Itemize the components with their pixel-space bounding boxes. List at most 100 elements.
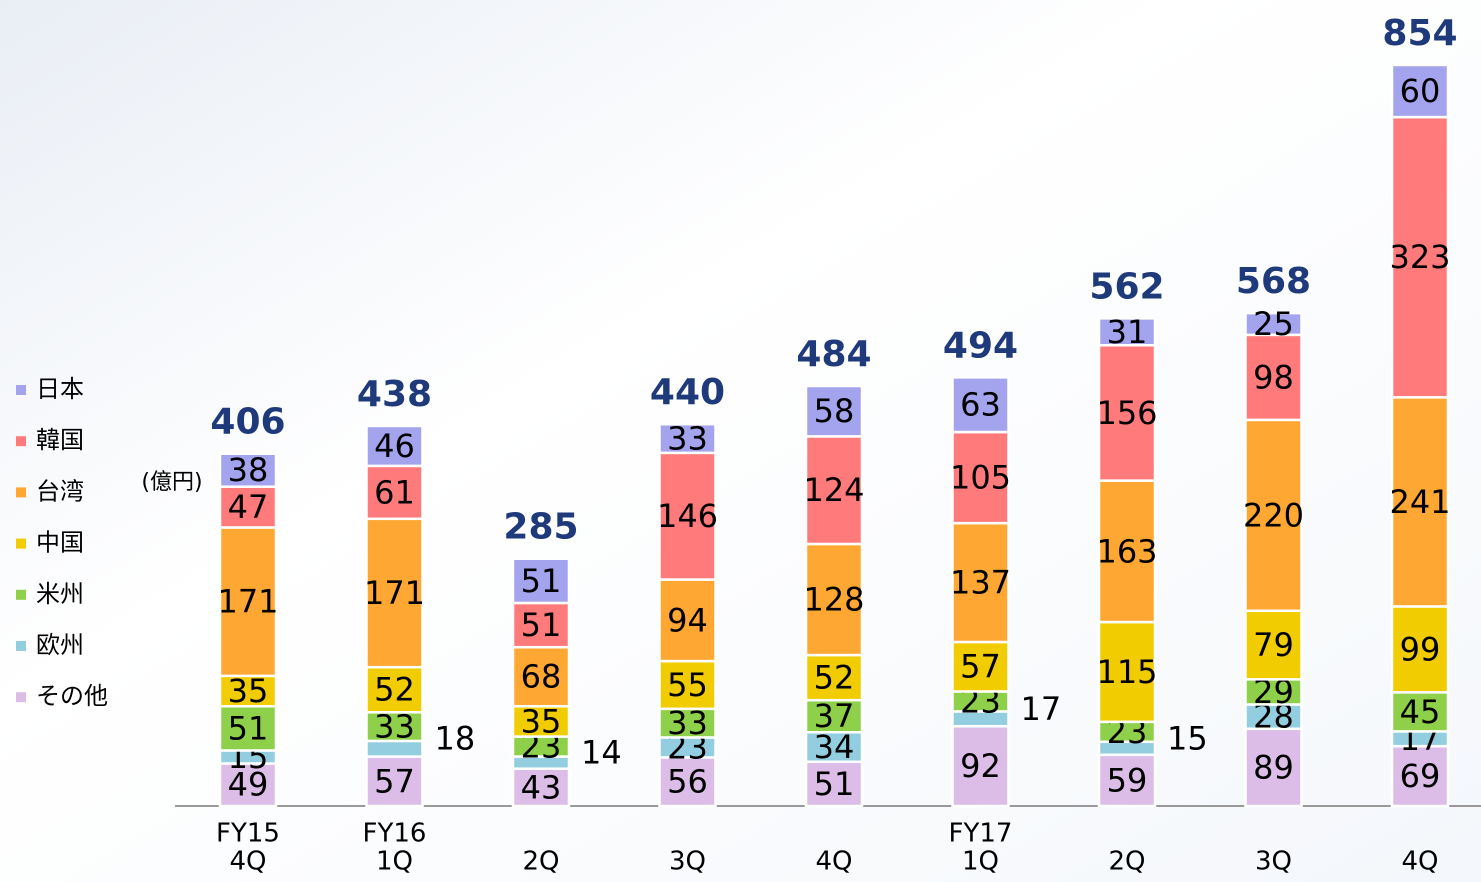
bar-segment: [218, 674, 278, 708]
data-label: 33: [667, 704, 708, 742]
x-tick-label: 2Q: [522, 847, 559, 877]
data-label: 58: [814, 392, 855, 430]
x-tick-label: 4Q: [815, 847, 852, 877]
legend-swatch: [16, 487, 26, 498]
data-label: 79: [1253, 626, 1294, 664]
x-tick-label: 4Q: [1401, 847, 1438, 877]
data-label: 94: [667, 601, 708, 639]
bar-segment: [951, 521, 1010, 644]
data-label: 56: [667, 763, 708, 801]
legend-swatch: [16, 436, 26, 447]
x-tick-label: 3Q: [669, 847, 706, 877]
bar-segment: [1244, 703, 1303, 731]
legend-swatch: [16, 538, 26, 549]
total-label: 406: [210, 402, 285, 443]
data-label: 57: [374, 762, 415, 800]
data-label: 68: [521, 658, 562, 696]
data-label: 124: [803, 471, 864, 509]
data-label: 14: [581, 734, 622, 772]
bar-segment: [511, 557, 571, 605]
data-label: 52: [814, 659, 855, 697]
data-label: 69: [1400, 757, 1441, 795]
bar-segment: [951, 376, 1010, 434]
data-label: 17: [1021, 690, 1062, 728]
bar-segment: [365, 517, 424, 669]
bar-segment: [804, 698, 864, 734]
data-label: 105: [950, 459, 1011, 497]
legend-label: 韓国: [36, 426, 84, 454]
x-tick-label: FY17: [949, 819, 1013, 849]
legend-swatch: [16, 641, 26, 651]
bar-segment: [951, 724, 1010, 808]
data-label: 220: [1243, 496, 1304, 534]
legend-label: その他: [36, 682, 108, 710]
legend-swatch: [16, 692, 26, 703]
data-label: 171: [364, 574, 425, 612]
data-label: 51: [521, 562, 562, 600]
data-label: 18: [435, 720, 476, 758]
data-label: 46: [374, 427, 415, 465]
data-label: 47: [228, 488, 269, 526]
legend-label: 台湾: [36, 477, 84, 505]
data-label: 49: [228, 766, 269, 804]
data-label: 61: [374, 473, 415, 511]
total-label: 440: [650, 372, 725, 413]
legend-label: 米州: [36, 580, 84, 608]
bar-segment: [218, 526, 278, 678]
data-label: 323: [1389, 238, 1450, 276]
data-label: 98: [1253, 358, 1294, 396]
bar-segment: [1390, 115, 1450, 399]
bar-segment: [218, 762, 278, 808]
legend-label: 欧州: [36, 631, 84, 659]
bar-segment: [658, 578, 717, 663]
data-label: 137: [950, 564, 1011, 602]
data-label: 60: [1400, 72, 1441, 110]
bar-segment: [658, 422, 717, 455]
total-label: 854: [1382, 13, 1457, 54]
total-label: 494: [943, 325, 1018, 366]
data-label: 33: [667, 420, 708, 458]
data-label: 115: [1096, 653, 1157, 691]
data-label: 171: [217, 583, 278, 621]
total-label: 568: [1236, 261, 1311, 302]
data-label: 43: [521, 768, 562, 806]
data-label: 15: [1167, 719, 1208, 757]
data-label: 37: [814, 697, 855, 735]
total-label: 438: [357, 374, 432, 415]
data-label: 55: [667, 666, 708, 704]
bar-segment: [658, 756, 717, 808]
bar-segment: [365, 464, 424, 521]
x-tick-label: FY15: [216, 819, 280, 849]
unit-label: (億円): [141, 470, 202, 495]
bar-segment: [951, 640, 1010, 693]
data-label: 34: [814, 728, 855, 766]
data-label: 51: [814, 765, 855, 803]
data-label: 99: [1400, 630, 1441, 668]
data-label: 241: [1389, 483, 1450, 521]
legend-label: 中国: [36, 529, 84, 557]
data-label: 128: [803, 580, 864, 618]
data-label: 146: [657, 497, 718, 535]
bar-segment: [1390, 396, 1450, 608]
bar-segment: [1244, 311, 1303, 337]
x-tick-label: 3Q: [1255, 847, 1292, 877]
x-tick-label: 4Q: [229, 847, 266, 877]
bar-segment: [658, 451, 717, 581]
bar-segment: [1244, 333, 1303, 422]
bar-segment: [218, 485, 278, 529]
bar-segment: [1097, 317, 1157, 347]
data-label: 35: [521, 702, 562, 740]
total-label: 562: [1089, 266, 1164, 307]
x-tick-label: 1Q: [962, 847, 999, 877]
total-label: 484: [796, 334, 871, 375]
bar-segment: [365, 711, 424, 743]
data-label: 35: [228, 672, 269, 710]
data-label: 51: [228, 709, 269, 747]
bar-segment: [511, 645, 571, 708]
data-label: 92: [960, 747, 1001, 785]
bar-segment: [1244, 727, 1303, 808]
data-label: 63: [960, 386, 1001, 424]
data-label: 156: [1096, 394, 1157, 432]
